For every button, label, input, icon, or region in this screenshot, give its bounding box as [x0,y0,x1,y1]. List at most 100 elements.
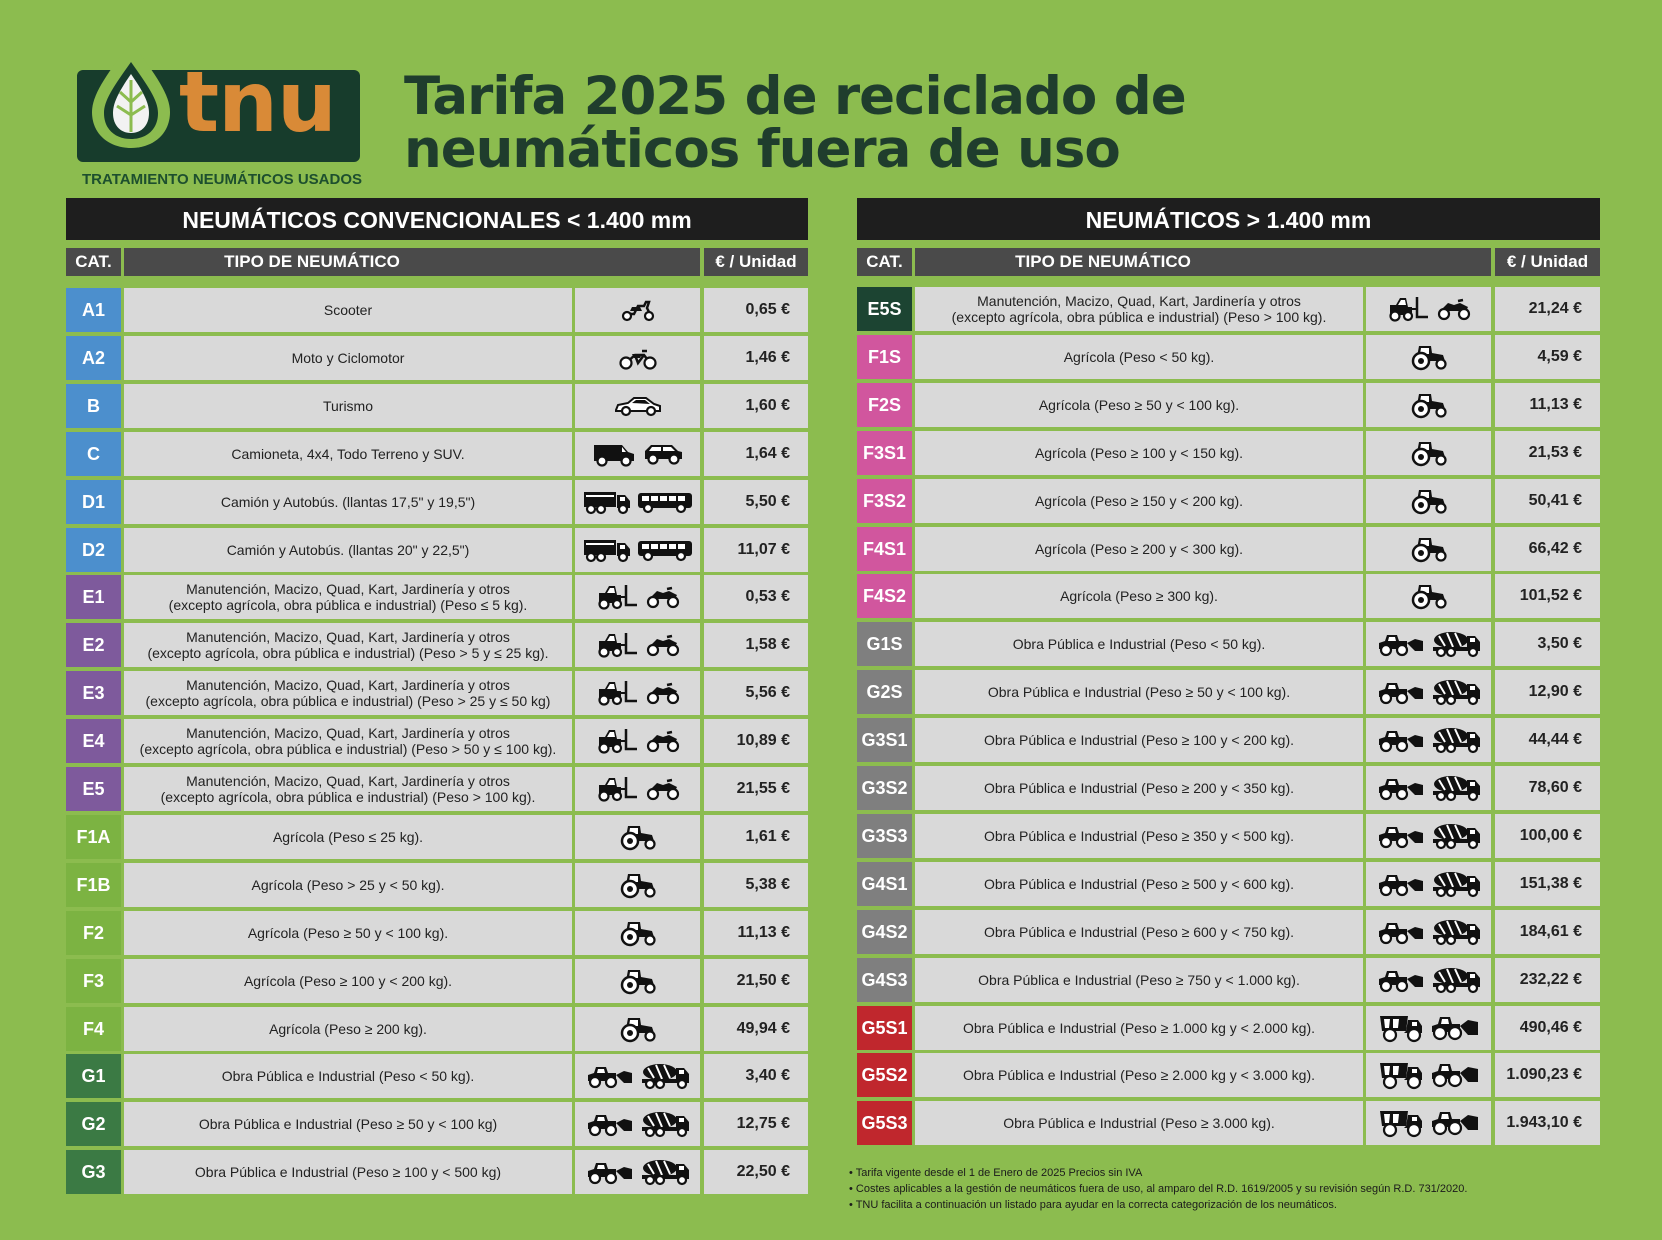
unit-price: 21,55 € [704,767,808,811]
tire-type-description: Manutención, Macizo, Quad, Kart, Jardine… [124,671,572,716]
loader-icon [1377,727,1425,753]
title-line-1: Tarifa 2025 de reciclado de [404,66,1187,127]
category-code: G4S3 [857,957,912,1002]
description-line: Agrícola (Peso ≥ 300 kg). [1060,588,1218,605]
column-header-price: € / Unidad [1495,248,1600,276]
description-line: Agrícola (Peso ≥ 200 y < 300 kg). [1034,540,1244,557]
category-code: E1 [66,575,121,620]
tire-type-description: Agrícola (Peso < 50 kg). [915,334,1363,379]
category-code: G4S2 [857,909,912,954]
quad-icon [645,729,681,753]
dump-truck-icon [1378,1060,1424,1090]
tire-type-description: Agrícola (Peso ≥ 200 kg). [124,1006,572,1051]
unit-price: 21,50 € [704,958,808,1003]
category-code: B [66,383,121,428]
table-row: B Turismo 1,60 € [66,383,808,428]
description-line: Agrícola (Peso ≥ 50 y < 100 kg). [1038,396,1240,413]
table-row: E3 Manutención, Macizo, Quad, Kart, Jardi… [66,671,808,716]
table-row: C Camioneta, 4x4, Todo Terreno y SUV. 1,64… [66,431,808,476]
unit-price: 1,61 € [704,814,808,859]
unit-price: 12,75 € [704,1102,808,1147]
category-code: F3 [66,958,121,1003]
bus-icon [637,538,693,562]
table-row: F1A Agrícola (Peso ≤ 25 kg). 1,61 € [66,814,808,859]
quad-icon [645,681,681,705]
table-row: G2S Obra Pública e Industrial (Peso ≥ 50 … [857,670,1600,715]
footnote: • Tarifa vigente desde el 1 de Enero de … [849,1167,1143,1179]
category-code: F3S1 [857,430,912,475]
vehicle-icons [575,1006,700,1051]
category-code: A1 [66,288,121,332]
vehicle-icons [575,335,700,380]
tractor-icon [1409,487,1449,515]
table-row: A2 Moto y Ciclomotor 1,46 € [66,335,808,380]
description-line: Agrícola (Peso ≥ 150 y < 200 kg). [1034,492,1244,509]
table-row: F3 Agrícola (Peso ≥ 100 y < 200 kg). 21,50… [66,958,808,1003]
conventional-tires-panel: NEUMÁTICOS CONVENCIONALES < 1.400 mm CAT… [66,198,808,1198]
column-header-cat: CAT. [857,248,912,276]
panel-heading: NEUMÁTICOS CONVENCIONALES < 1.400 mm [66,198,808,240]
table-row: E5 Manutención, Macizo, Quad, Kart, Jardi… [66,767,808,811]
page-title: Tarifa 2025 de reciclado de neumáticos f… [404,66,1187,176]
table-row: E1 Manutención, Macizo, Quad, Kart, Jardi… [66,575,808,620]
vehicle-icons [1366,574,1491,619]
vehicle-icons [1366,813,1491,858]
tire-type-description: Agrícola (Peso ≥ 200 y < 300 kg). [915,526,1363,571]
tire-type-description: Obra Pública e Industrial (Peso ≥ 50 y <… [915,670,1363,715]
unit-price: 1,46 € [704,335,808,380]
description-line: Obra Pública e Industrial (Peso ≥ 1.000 … [962,1019,1316,1036]
vehicle-icons [575,671,700,716]
vehicle-icons [1366,526,1491,571]
unit-price: 1,60 € [704,383,808,428]
table-row: F4S1 Agrícola (Peso ≥ 200 y < 300 kg). 66,… [857,526,1600,571]
description-line: (excepto agrícola, obra pública e indust… [951,309,1327,325]
tire-type-description: Obra Pública e Industrial (Peso ≥ 350 y … [915,813,1363,858]
table-row: G5S2 Obra Pública e Industrial (Peso ≥ 2.… [857,1053,1600,1098]
vehicle-icons [575,862,700,907]
table-row: G2 Obra Pública e Industrial (Peso ≥ 50 y… [66,1102,808,1147]
mixer-truck-icon [1431,918,1481,946]
mixer-truck-icon [1431,774,1481,802]
description-line: Agrícola (Peso ≥ 200 kg). [269,1020,427,1037]
large-tires-panel: NEUMÁTICOS > 1.400 mm CAT. TIPO DE NEUMÁ… [857,198,1600,1158]
unit-price: 50,41 € [1495,478,1600,523]
table-row: G5S1 Obra Pública e Industrial (Peso ≥ 1.… [857,1005,1600,1050]
tire-type-description: Moto y Ciclomotor [124,335,572,380]
tire-type-description: Manutención, Macizo, Quad, Kart, Jardine… [124,719,572,764]
tire-type-description: Agrícola (Peso ≥ 100 y < 150 kg). [915,430,1363,475]
vehicle-icons [1366,1005,1491,1050]
tractor-icon [618,823,658,851]
description-line: Scooter [323,302,373,318]
unit-price: 0,53 € [704,575,808,620]
tractor-icon [618,1015,658,1043]
category-code: G2S [857,670,912,715]
vehicle-icons [1366,430,1491,475]
description-line: Manutención, Macizo, Quad, Kart, Jardine… [186,581,510,598]
description-line: Agrícola (Peso ≥ 100 y < 150 kg). [1034,444,1244,461]
vehicle-icons [575,288,700,332]
dump-truck-icon [1378,1108,1424,1138]
description-line: Turismo [322,397,374,414]
table-row: F2 Agrícola (Peso ≥ 50 y < 100 kg). 11,13 … [66,910,808,955]
category-code: G5S3 [857,1101,912,1146]
tractor-icon [618,871,658,899]
table-row: F4S2 Agrícola (Peso ≥ 300 kg). 101,52 € [857,574,1600,619]
tire-type-description: Agrícola (Peso > 25 y < 50 kg). [124,862,572,907]
category-code: E3 [66,671,121,716]
tire-type-description: Agrícola (Peso ≥ 50 y < 100 kg). [915,382,1363,427]
table-row: F1B Agrícola (Peso > 25 y < 50 kg). 5,38 € [66,862,808,907]
vehicle-icons [1366,766,1491,810]
tractor-icon [618,967,658,995]
column-header-cat: CAT. [66,248,121,276]
table-row: F1S Agrícola (Peso < 50 kg). 4,59 € [857,334,1600,379]
leaf-logo-icon [92,42,170,148]
vehicle-icons [1366,718,1491,763]
category-code: D2 [66,527,121,572]
category-code: F4 [66,1006,121,1051]
mixer-truck-icon [1431,726,1481,754]
column-header-price: € / Unidad [704,248,808,276]
description-line: (excepto agrícola, obra pública e indust… [139,741,557,758]
unit-price: 21,53 € [1495,430,1600,475]
mixer-truck-icon [640,1158,690,1186]
table-row: F3S1 Agrícola (Peso ≥ 100 y < 150 kg). 21,… [857,430,1600,475]
